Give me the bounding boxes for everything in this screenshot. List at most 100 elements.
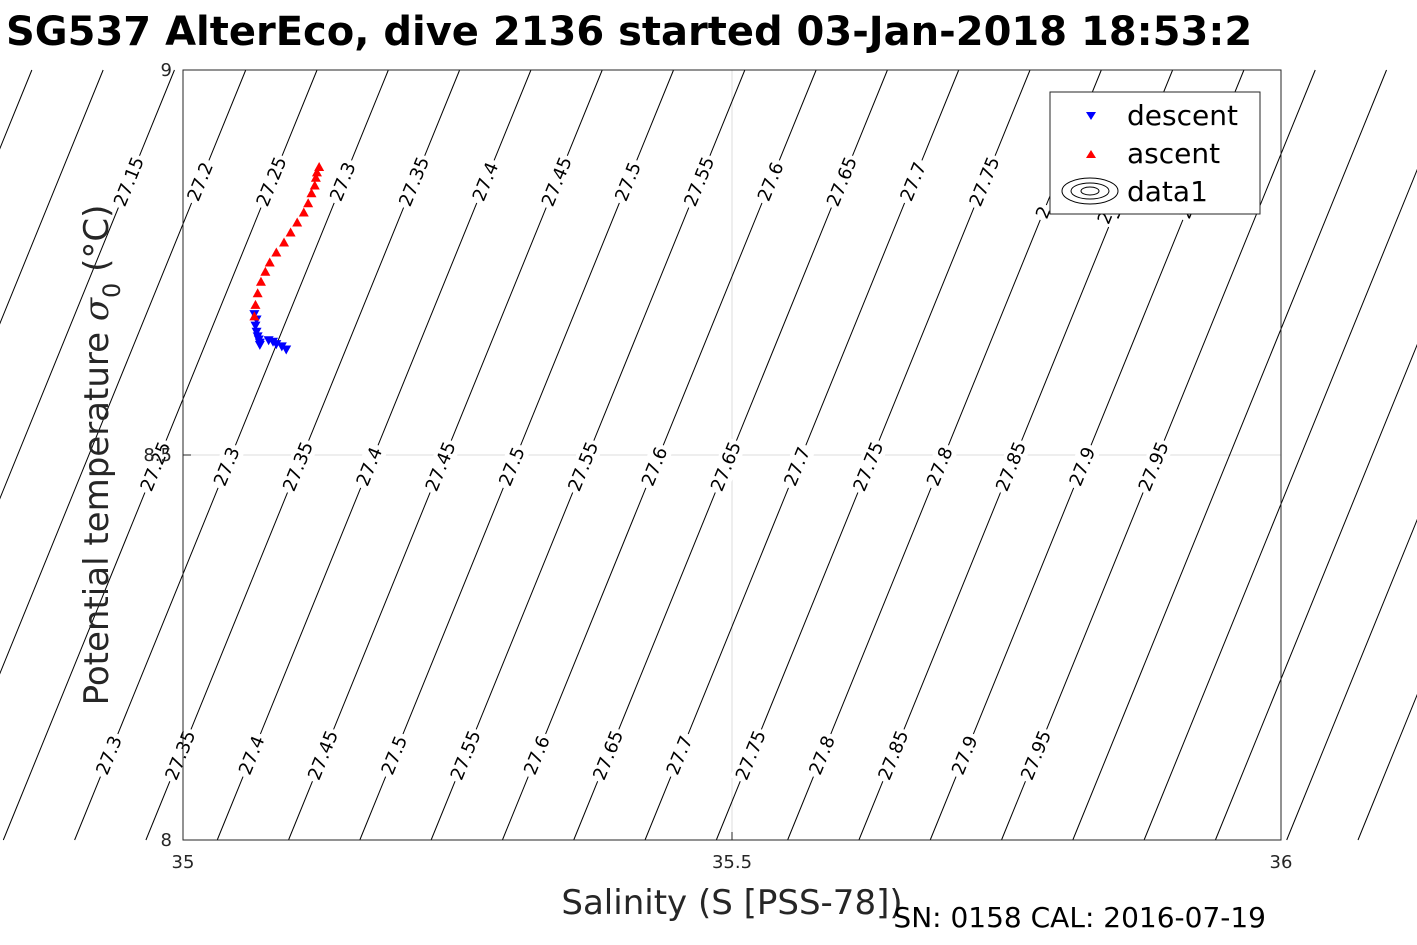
contour-label-bg-top-3 xyxy=(323,156,362,208)
contour-label-bg-top-5 xyxy=(466,156,505,208)
y-axis-label-unit: (°C) xyxy=(77,205,117,283)
x-tick-label-35-5: 35.5 xyxy=(712,852,752,873)
contour-label-bg-bottom-13 xyxy=(1015,725,1057,786)
contour-line-28-2 xyxy=(1357,693,1417,841)
contour-label-bg-top-10 xyxy=(821,151,863,212)
contour-label-bg-top-0 xyxy=(108,151,150,212)
contour-label-bg-middle-9 xyxy=(778,441,817,493)
contour-label-bg-middle-11 xyxy=(920,441,959,493)
x-axis-label: Salinity (S [PSS-78]) xyxy=(561,883,902,923)
contour-label-bg-bottom-0 xyxy=(90,729,128,781)
ascent-point-9 xyxy=(292,217,303,227)
contour-label-bg-top-12 xyxy=(963,151,1006,212)
contour-line-28-1 xyxy=(1214,343,1417,841)
legend-contour-icon xyxy=(1061,177,1119,205)
contour-label-bg-bottom-1 xyxy=(159,725,202,786)
x-tick-label-35: 35 xyxy=(172,852,195,873)
y-axis-label: Potential temperature σ0 (°C) xyxy=(77,205,126,706)
contour-label-text-top-0: 27.15 xyxy=(110,154,149,210)
legend-ascent-label: ascent xyxy=(1127,137,1220,170)
contour-label-bg-bottom-9 xyxy=(730,725,772,786)
contour-label-bottom-0: 27.3 xyxy=(90,729,128,781)
ascent-point-6 xyxy=(271,247,282,257)
ascent-point-5 xyxy=(264,257,275,267)
contour-label-bg-middle-6 xyxy=(562,436,605,497)
contour-label-bg-bottom-8 xyxy=(660,729,699,781)
ascent-point-15 xyxy=(311,167,322,177)
contour-label-text-bottom-0: 27.3 xyxy=(92,733,127,778)
contour-label-top-0: 27.15 xyxy=(108,151,150,212)
contour-label-bg-top-11 xyxy=(894,156,933,208)
legend-box xyxy=(1049,91,1261,215)
descent-point-12 xyxy=(281,345,292,355)
ascent-point-4 xyxy=(260,266,271,276)
descent-point-3 xyxy=(251,327,262,337)
y-axis-label-main: Potential temperature xyxy=(77,321,117,705)
contour-label-bg-middle-13 xyxy=(1063,441,1102,493)
ascent-point-1 xyxy=(250,299,261,309)
contour-label-bg-top-1 xyxy=(181,156,220,208)
contour-label-bg-middle-8 xyxy=(705,436,747,497)
contour-label-bg-middle-2 xyxy=(277,436,319,497)
y-axis-label-sigma: σ xyxy=(77,297,117,321)
contour-label-bg-bottom-2 xyxy=(232,729,271,781)
contour-label-bg-middle-7 xyxy=(635,441,674,493)
ascent-point-16 xyxy=(314,162,325,172)
descent-point-11 xyxy=(276,342,287,352)
contour-label-bg-top-8 xyxy=(678,151,721,212)
data-series xyxy=(249,162,325,355)
ascent-point-12 xyxy=(306,188,317,198)
ascent-point-7 xyxy=(279,237,290,247)
ascent-point-10 xyxy=(298,207,309,217)
contour-label-bg-bottom-4 xyxy=(375,729,414,781)
contour-label-bg-middle-3 xyxy=(350,441,389,493)
legend-data1-label: data1 xyxy=(1127,175,1208,208)
legend-descent-marker xyxy=(1086,112,1096,120)
contour-label-bg-middle-5 xyxy=(493,441,531,493)
descent-point-10 xyxy=(271,340,282,350)
ascent-point-2 xyxy=(252,288,263,298)
contour-line-28-15 xyxy=(1286,518,1417,841)
y-tick-label-8: 8 xyxy=(161,830,172,851)
contour-label-bg-middle-14 xyxy=(1132,436,1175,497)
contour-label-bg-top-9 xyxy=(751,156,790,208)
contour-label-bg-middle-12 xyxy=(990,436,1032,497)
y-tick-label-8-5: 8.5 xyxy=(143,445,172,466)
ascent-point-8 xyxy=(285,227,296,237)
x-axis-ticks: 35 35.5 36 xyxy=(172,832,1293,873)
contour-label-bg-bottom-10 xyxy=(803,729,841,781)
contour-label-bg-bottom-3 xyxy=(302,725,344,786)
contour-line-27-1 xyxy=(0,69,104,325)
contour-line-28 xyxy=(1072,69,1387,841)
ascent-point-13 xyxy=(309,180,320,190)
contour-label-bg-top-7 xyxy=(609,156,647,208)
descent-point-7 xyxy=(254,340,265,350)
y-axis-ticks: 88.59 xyxy=(143,60,191,851)
contour-label-bg-bottom-6 xyxy=(518,729,556,781)
ascent-point-3 xyxy=(255,276,266,286)
contour-label-bg-middle-10 xyxy=(847,436,890,497)
chart-title: SG537 AlterEco, dive 2136 started 03-Jan… xyxy=(6,9,1252,55)
y-tick-label-9: 9 xyxy=(161,60,172,81)
legend: descent ascent data1 xyxy=(1049,91,1261,215)
legend-ascent-marker xyxy=(1086,150,1096,158)
x-tick-label-36: 36 xyxy=(1270,852,1293,873)
ascent-point-14 xyxy=(310,172,321,182)
ascent-point-0 xyxy=(249,311,260,321)
contour-line-27-05 xyxy=(0,69,33,150)
contour-label-bg-bottom-7 xyxy=(587,725,629,786)
descent-point-2 xyxy=(250,321,261,331)
contour-label-bg-bottom-5 xyxy=(444,725,487,786)
legend-descent-label: descent xyxy=(1127,99,1238,132)
y-axis-label-subscript: 0 xyxy=(98,283,126,298)
contour-label-bg-middle-0 xyxy=(134,436,177,497)
contour-label-bg-middle-1 xyxy=(207,441,246,493)
contour-label-bg-top-6 xyxy=(535,151,578,212)
contour-line-28-05 xyxy=(1143,168,1417,841)
contour-label-bg-middle-4 xyxy=(419,436,462,497)
contour-label-bg-bottom-11 xyxy=(872,725,915,786)
contour-label-bg-bottom-12 xyxy=(945,729,984,781)
contour-label-bg-top-2 xyxy=(250,151,293,212)
serial-calibration-note: SN: 0158 CAL: 2016-07-19 xyxy=(893,901,1266,934)
